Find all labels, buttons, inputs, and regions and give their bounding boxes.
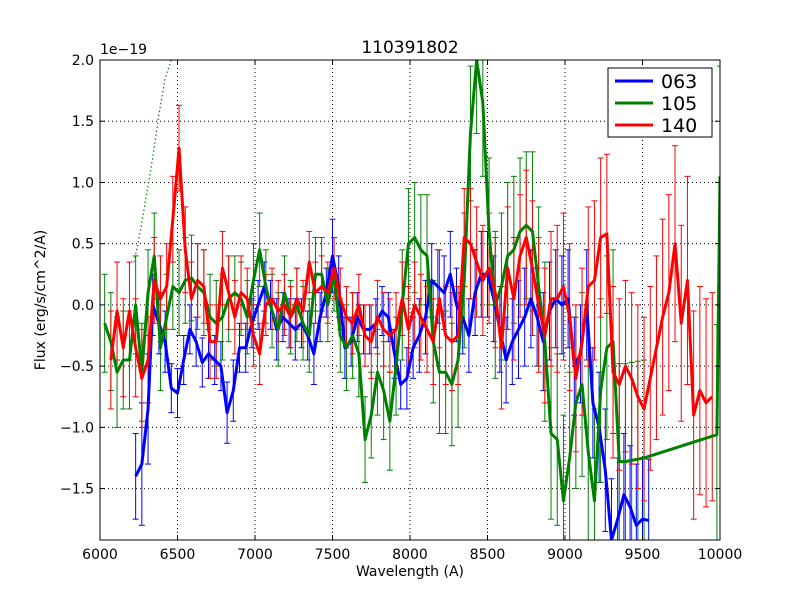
dotted-model-curve [133,59,172,263]
x-tick-label: 8500 [470,547,506,563]
y-tick-label: −1.5 [60,482,94,498]
x-axis-label: Wavelength (A) [356,564,464,580]
y-tick-label: 2.0 [72,53,94,69]
y-tick-label: −0.5 [60,359,94,375]
legend-label-105: 105 [661,93,697,115]
y-offset-label: 1e−19 [100,42,147,58]
y-axis-label: Flux (erg/s/cm^2/A) [33,230,49,370]
y-tick-label: −1.0 [60,420,94,436]
y-tick-label: 0.0 [72,298,94,314]
dotted-curve-layer [133,59,172,263]
chart-title: 110391802 [361,38,458,58]
x-tick-label: 6500 [160,547,196,563]
x-tick-label: 7500 [315,547,351,563]
x-tick-label: 9000 [547,547,583,563]
x-tick-label: 10000 [698,547,743,563]
y-tick-label: 1.0 [72,175,94,191]
x-tick-label: 9500 [625,547,661,563]
series-line-layer [103,60,720,540]
legend-label-063: 063 [661,71,697,93]
y-tick-label: 1.5 [72,114,94,130]
x-tick-label: 7000 [237,547,273,563]
x-tick-label: 8000 [392,547,428,563]
series-line-140 [109,146,714,417]
tick-layer: 6000 6500 7000 7500 8000 8500 9000 9500 10000 −1.… [60,53,742,563]
legend-label-140: 140 [661,115,697,137]
y-tick-label: 0.5 [72,237,94,253]
x-tick-label: 6000 [82,547,118,563]
